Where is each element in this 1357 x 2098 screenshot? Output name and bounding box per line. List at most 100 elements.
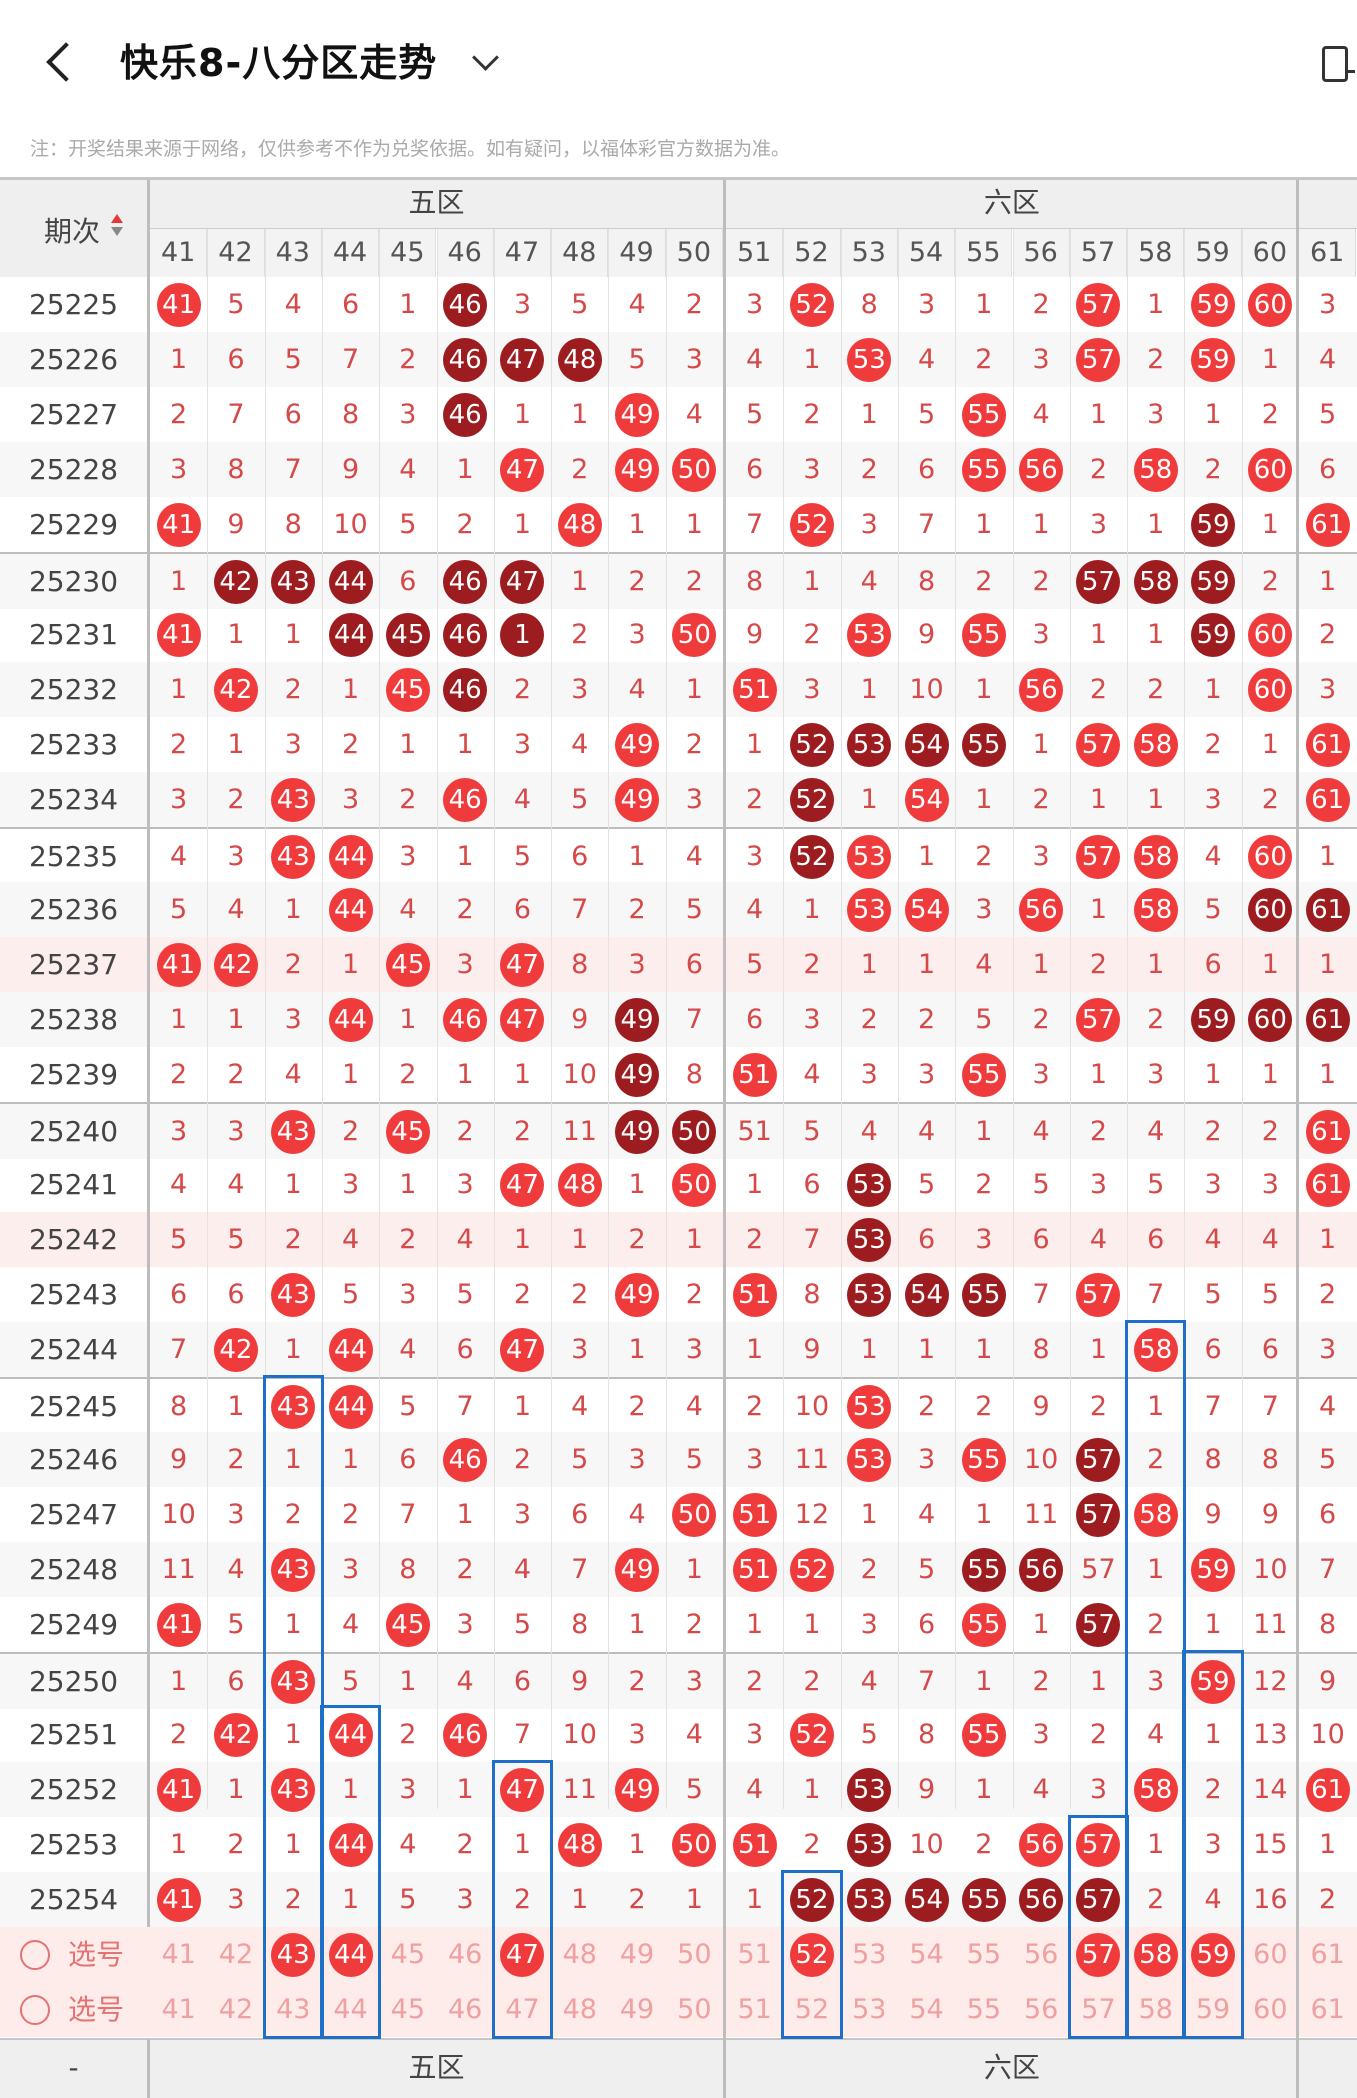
drawn-ball: 42 bbox=[213, 668, 258, 712]
select-label[interactable]: 选号 bbox=[68, 1938, 125, 1971]
number-cell: 55 bbox=[955, 607, 1012, 662]
number-cell: 49 bbox=[608, 387, 665, 442]
number-cell: 52 bbox=[783, 497, 840, 552]
select-number-cell[interactable]: 51 bbox=[737, 1939, 772, 1970]
select-number-cell[interactable]: 56 bbox=[1023, 1994, 1059, 2025]
select-number-cell[interactable]: 42 bbox=[218, 1994, 254, 2025]
period-column-header[interactable]: 期次 bbox=[0, 180, 150, 277]
hot-ball: 61 bbox=[1305, 998, 1350, 1042]
select-number-cell[interactable]: 59 bbox=[1184, 1927, 1241, 1982]
selected-ball[interactable]: 57 bbox=[1076, 1933, 1121, 1977]
select-number-cell[interactable]: 61 bbox=[1310, 1994, 1345, 2025]
number-cell: 2 bbox=[1147, 1609, 1165, 1640]
select-number-cell[interactable]: 57 bbox=[1070, 1927, 1127, 1982]
select-number-cell[interactable]: 47 bbox=[505, 1994, 540, 2025]
number-cell: 8 bbox=[571, 1609, 589, 1640]
select-number-cell[interactable]: 50 bbox=[677, 1939, 712, 1970]
select-number-cell[interactable]: 53 bbox=[852, 1994, 887, 2025]
period-cell: 25240 bbox=[0, 1104, 150, 1159]
number-cell: 44 bbox=[322, 1817, 379, 1872]
number-cell: 1 bbox=[1319, 566, 1337, 597]
select-number-cell[interactable]: 53 bbox=[852, 1939, 887, 1970]
drawn-ball: 49 bbox=[615, 1273, 660, 1317]
select-number-cell[interactable]: 58 bbox=[1138, 1994, 1173, 2025]
select-number-cell[interactable]: 60 bbox=[1253, 1994, 1288, 2025]
select-number-cell[interactable]: 60 bbox=[1253, 1939, 1288, 1970]
chevron-down-icon[interactable] bbox=[472, 44, 499, 71]
number-cell: 1 bbox=[456, 1774, 474, 1805]
number-cell: 44 bbox=[322, 1322, 379, 1377]
select-number-cell[interactable]: 58 bbox=[1127, 1927, 1184, 1982]
number-cell: 44 bbox=[322, 1379, 379, 1434]
select-number-cell[interactable]: 46 bbox=[447, 1994, 483, 2025]
drawn-ball: 53 bbox=[847, 1385, 892, 1429]
back-arrow-icon[interactable] bbox=[38, 34, 88, 90]
select-number-cell[interactable]: 54 bbox=[909, 1939, 944, 1970]
number-cell: 49 bbox=[608, 442, 665, 497]
number-cell: 4 bbox=[1204, 841, 1222, 872]
select-number-cell[interactable]: 49 bbox=[619, 1994, 655, 2025]
column-header: 45 bbox=[379, 229, 437, 277]
select-number-cell[interactable]: 47 bbox=[494, 1927, 551, 1982]
number-cell: 2 bbox=[975, 566, 993, 597]
select-label[interactable]: 选号 bbox=[68, 1993, 125, 2026]
select-radio-icon[interactable] bbox=[20, 1940, 50, 1970]
select-number-cell[interactable]: 52 bbox=[783, 1927, 840, 1982]
selected-ball[interactable]: 58 bbox=[1133, 1933, 1178, 1977]
select-number-cell[interactable]: 44 bbox=[333, 1994, 368, 2025]
number-cell: 4 bbox=[1032, 399, 1050, 430]
select-number-cell[interactable]: 51 bbox=[737, 1994, 772, 2025]
column-divider bbox=[1012, 229, 1014, 1809]
select-number-cell[interactable]: 44 bbox=[322, 1927, 379, 1982]
select-number-cell[interactable]: 48 bbox=[562, 1939, 597, 1970]
selected-ball[interactable]: 52 bbox=[789, 1933, 834, 1977]
device-icon[interactable] bbox=[1322, 46, 1355, 82]
select-number-cell[interactable]: 43 bbox=[265, 1927, 322, 1982]
hot-ball: 49 bbox=[615, 1110, 660, 1154]
drawn-ball: 43 bbox=[271, 1110, 316, 1154]
select-number-cell[interactable]: 57 bbox=[1081, 1994, 1116, 2025]
number-cell: 6 bbox=[685, 949, 703, 980]
select-number-cell[interactable]: 52 bbox=[794, 1994, 830, 2025]
select-number-cell[interactable]: 46 bbox=[447, 1939, 483, 1970]
number-cell: 1 bbox=[1147, 619, 1165, 650]
drawn-ball: 46 bbox=[443, 1713, 488, 1757]
drawn-ball: 45 bbox=[385, 668, 430, 712]
select-number-cell[interactable]: 42 bbox=[218, 1939, 254, 1970]
number-cell: 1 bbox=[860, 1499, 878, 1530]
select-number-cell[interactable]: 55 bbox=[966, 1994, 1002, 2025]
drawn-ball: 46 bbox=[443, 778, 488, 822]
selected-ball[interactable]: 43 bbox=[271, 1933, 316, 1977]
number-cell: 57 bbox=[1070, 1432, 1127, 1487]
selected-ball[interactable]: 59 bbox=[1191, 1933, 1236, 1977]
select-number-cell[interactable]: 50 bbox=[677, 1994, 712, 2025]
page-title[interactable]: 快乐8-八分区走势 bbox=[120, 41, 438, 85]
select-number-cell[interactable]: 48 bbox=[562, 1994, 597, 2025]
number-cell: 51 bbox=[726, 1542, 783, 1597]
select-number-cell[interactable]: 41 bbox=[161, 1994, 196, 2025]
number-cell: 1 bbox=[513, 1059, 532, 1090]
select-number-cell[interactable]: 49 bbox=[619, 1939, 655, 1970]
select-number-cell[interactable]: 45 bbox=[390, 1939, 426, 1970]
select-number-cell[interactable]: 59 bbox=[1195, 1994, 1231, 2025]
select-number-cell[interactable]: 45 bbox=[390, 1994, 426, 2025]
number-cell: 2 bbox=[456, 894, 474, 925]
selected-ball[interactable]: 47 bbox=[500, 1933, 545, 1977]
column-divider bbox=[551, 229, 553, 1809]
selected-ball[interactable]: 44 bbox=[328, 1933, 373, 1977]
number-cell: 2 bbox=[513, 674, 532, 705]
number-cell: 5 bbox=[746, 399, 764, 430]
select-number-cell[interactable]: 41 bbox=[161, 1939, 196, 1970]
number-cell: 1 bbox=[170, 1004, 188, 1035]
select-number-cell[interactable]: 54 bbox=[909, 1994, 944, 2025]
number-cell: 1 bbox=[1319, 949, 1337, 980]
number-cell: 8 bbox=[227, 454, 245, 485]
select-number-cell[interactable]: 56 bbox=[1023, 1939, 1059, 1970]
select-number-cell[interactable]: 55 bbox=[966, 1939, 1002, 1970]
select-number-cell[interactable]: 43 bbox=[276, 1994, 311, 2025]
number-cell: 1 bbox=[284, 1334, 302, 1365]
number-cell: 2 bbox=[1147, 1004, 1165, 1035]
select-number-cell[interactable]: 61 bbox=[1310, 1939, 1345, 1970]
select-radio-icon[interactable] bbox=[20, 1995, 50, 2025]
number-cell: 4 bbox=[399, 454, 417, 485]
